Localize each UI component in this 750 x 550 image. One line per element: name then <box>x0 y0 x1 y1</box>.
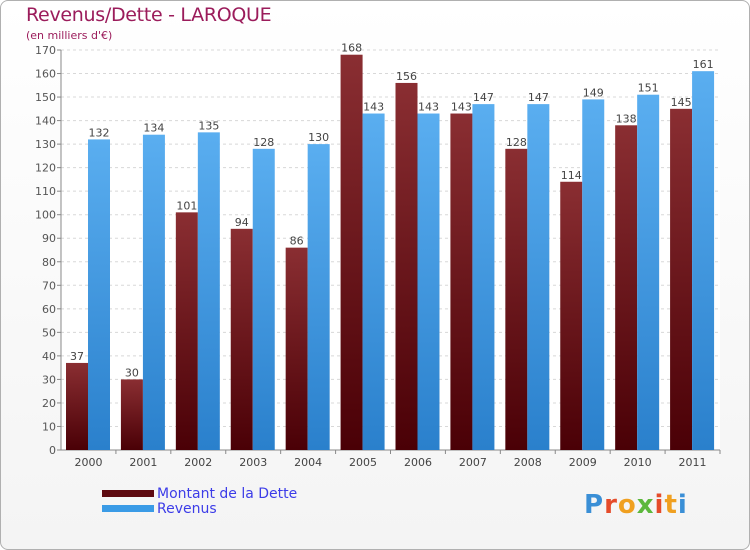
y-tick-label: 150 <box>35 91 56 104</box>
plot-area <box>61 50 720 450</box>
x-tick-label: 2000 <box>74 456 102 469</box>
bar-dette <box>615 125 638 450</box>
y-tick-label: 20 <box>42 397 56 410</box>
legend: Montant de la Dette Revenus <box>102 485 298 517</box>
x-tick-label: 2002 <box>184 456 212 469</box>
bar-revenus <box>692 71 715 451</box>
x-tick-label: 2010 <box>624 456 652 469</box>
legend-swatch-revenus <box>102 505 154 512</box>
bar-revenus <box>142 134 165 451</box>
y-tick-label: 100 <box>35 209 56 222</box>
logo-char-6: t <box>664 490 678 520</box>
logo-char-4: x <box>636 490 655 520</box>
data-label-dette: 143 <box>451 101 472 114</box>
data-label-dette: 94 <box>235 216 249 229</box>
legend-label-dette: Montant de la Dette <box>157 485 298 502</box>
bar-revenus <box>307 144 330 450</box>
x-tick-label: 2006 <box>404 456 432 469</box>
logo-char-5: i <box>654 490 665 520</box>
data-label-revenus: 134 <box>143 122 164 135</box>
y-tick-label: 60 <box>42 303 56 316</box>
data-label-revenus: 151 <box>638 82 659 95</box>
x-tick-label: 2001 <box>129 456 157 469</box>
logo-char-3: o <box>617 490 637 520</box>
bar-dette <box>505 148 528 450</box>
y-tick-label: 0 <box>49 444 56 457</box>
bar-revenus <box>88 139 110 451</box>
data-label-revenus: 143 <box>363 101 384 114</box>
bar-revenus <box>472 104 495 450</box>
y-tick-label: 90 <box>42 232 56 245</box>
y-tick-label: 160 <box>35 68 56 81</box>
legend-item-dette: Montant de la Dette <box>102 485 298 502</box>
bar-dette <box>120 379 143 450</box>
data-label-dette: 114 <box>561 169 582 182</box>
x-tick-label: 2003 <box>239 456 267 469</box>
y-tick-label: 70 <box>42 279 56 292</box>
data-label-dette: 168 <box>341 42 362 55</box>
x-tick-label: 2004 <box>294 456 322 469</box>
y-tick-label: 40 <box>42 350 56 363</box>
chart-subtitle: (en milliers d'€) <box>26 29 113 42</box>
bar-revenus <box>527 104 550 450</box>
y-tick-label: 170 <box>35 44 56 57</box>
x-tick-label: 2009 <box>569 456 597 469</box>
legend-swatch-dette <box>102 490 154 497</box>
bar-dette <box>285 247 308 450</box>
data-label-revenus: 130 <box>308 131 329 144</box>
legend-item-revenus: Revenus <box>102 500 297 517</box>
data-label-dette: 128 <box>506 136 527 149</box>
bar-dette <box>395 82 418 451</box>
bar-dette <box>670 108 693 450</box>
y-tick-label: 30 <box>42 373 56 386</box>
data-label-dette: 86 <box>290 235 304 248</box>
bar-revenus <box>417 113 440 450</box>
logo-char-7: i <box>677 490 688 520</box>
data-label-revenus: 143 <box>418 101 439 114</box>
y-tick-label: 50 <box>42 326 56 339</box>
x-tick-label: 2011 <box>679 456 707 469</box>
logo-char-2: r <box>604 490 618 520</box>
bar-dette <box>560 181 583 450</box>
y-tick-label: 110 <box>35 185 56 198</box>
bar-revenus <box>582 99 605 450</box>
data-label-revenus: 147 <box>528 91 549 104</box>
y-tick-label: 10 <box>42 420 56 433</box>
chart-title: Revenus/Dette - LAROQUE <box>26 4 272 26</box>
data-label-revenus: 135 <box>198 119 219 132</box>
bar-dette <box>175 212 198 450</box>
bar-revenus <box>197 132 220 450</box>
x-tick-label: 2005 <box>349 456 377 469</box>
data-label-dette: 145 <box>671 96 692 109</box>
data-label-dette: 37 <box>70 350 84 363</box>
data-label-dette: 30 <box>125 366 139 379</box>
x-tick-label: 2008 <box>514 456 542 469</box>
proxiti-logo: Proxiti <box>584 490 688 520</box>
x-tick-label: 2007 <box>459 456 487 469</box>
y-tick-label: 80 <box>42 256 56 269</box>
logo-char-1: P <box>584 490 605 520</box>
bar-dette <box>230 228 253 450</box>
bar-revenus <box>252 148 275 450</box>
bar-dette <box>340 54 363 451</box>
bar-dette <box>66 362 88 450</box>
y-tick-label: 140 <box>35 115 56 128</box>
bar-revenus <box>362 113 385 450</box>
y-tick-label: 120 <box>35 162 56 175</box>
y-tick-label: 130 <box>35 138 56 151</box>
data-label-revenus: 128 <box>253 136 274 149</box>
data-label-dette: 101 <box>176 199 197 212</box>
data-label-dette: 156 <box>396 70 417 83</box>
bar-dette <box>450 113 473 450</box>
data-label-revenus: 147 <box>473 91 494 104</box>
data-label-revenus: 161 <box>693 58 714 71</box>
data-label-dette: 138 <box>616 112 637 125</box>
data-label-revenus: 149 <box>583 86 604 99</box>
data-label-revenus: 132 <box>89 126 110 139</box>
bar-revenus <box>637 94 660 451</box>
legend-label-revenus: Revenus <box>157 500 217 517</box>
